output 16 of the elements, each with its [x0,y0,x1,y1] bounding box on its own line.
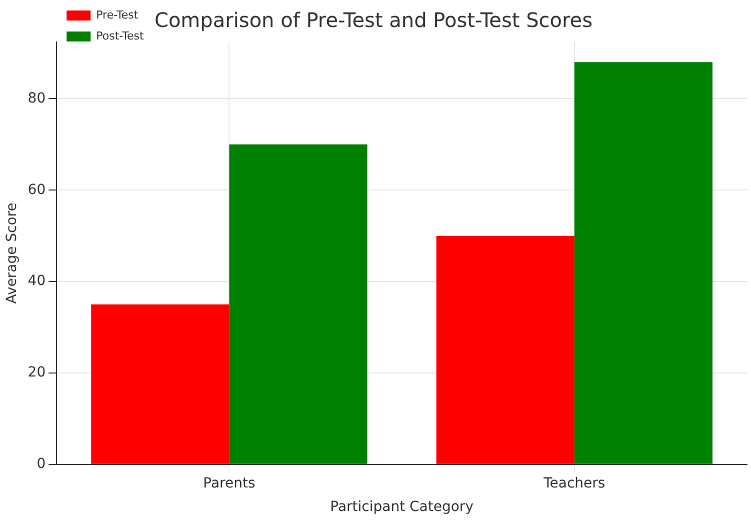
chart-title: Comparison of Pre-Test and Post-Test Scores [154,8,593,32]
x-tick-label: Parents [203,475,256,492]
y-tick-label: 20 [28,364,46,381]
x-axis-title: Participant Category [330,499,474,516]
bar [91,304,230,464]
bar [229,144,368,464]
legend-label: Post-Test [96,29,144,42]
y-tick-label: 80 [28,90,46,106]
y-tick-label: 40 [28,273,46,290]
x-tick-label: Teachers [542,475,606,492]
legend-label: Pre-Test [96,8,139,22]
y-axis-title: Average Score [4,202,20,304]
y-tick-label: 0 [36,456,46,472]
y-tick-label: 60 [28,182,46,198]
bar [574,62,712,464]
bar [436,236,574,464]
